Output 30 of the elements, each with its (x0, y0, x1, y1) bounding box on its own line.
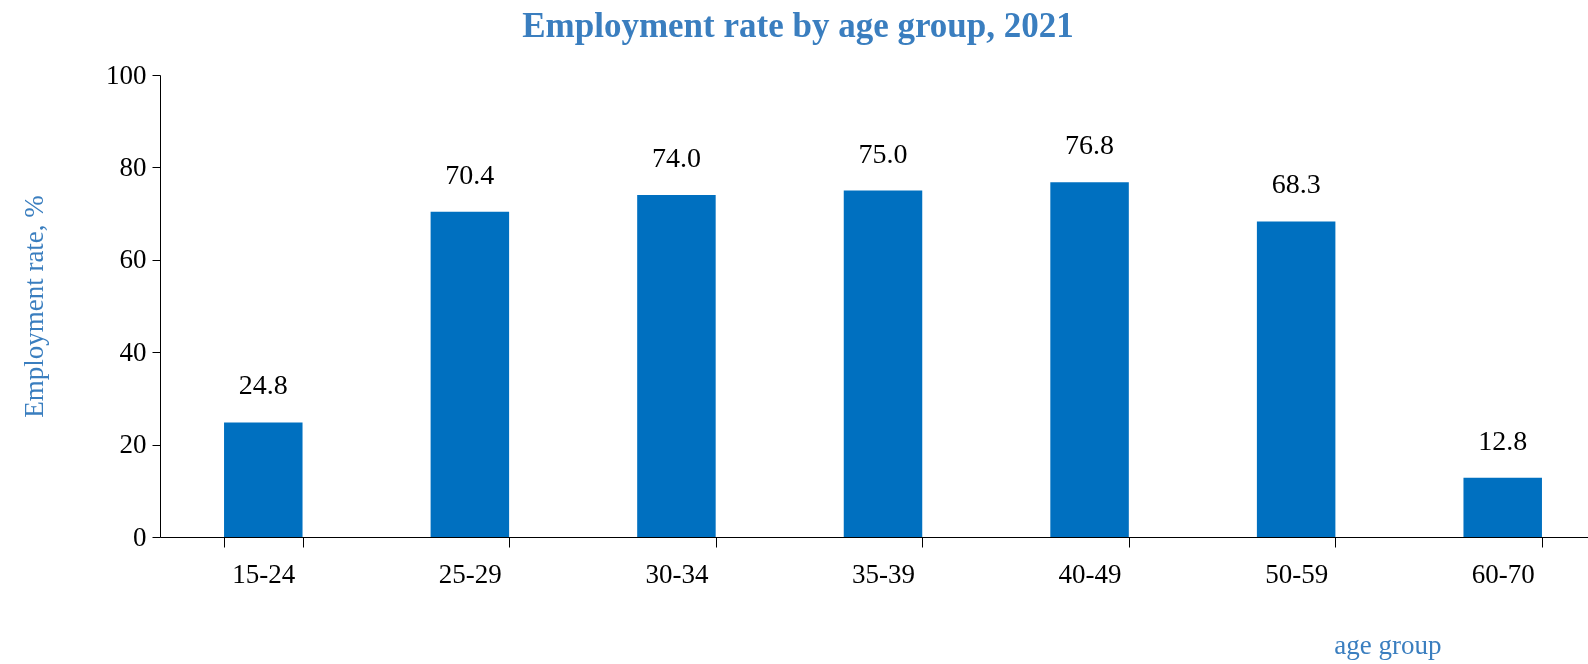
bar (1463, 477, 1542, 537)
data-label: 75.0 (858, 137, 908, 169)
x-tick-label: 30-34 (645, 558, 709, 589)
bar (637, 195, 716, 537)
bar (1050, 182, 1129, 537)
x-axis-title: age group (1334, 629, 1442, 660)
data-label: 12.8 (1478, 424, 1528, 456)
y-tick-label: 0 (133, 521, 147, 552)
y-axis-title: Employment rate, % (19, 195, 49, 418)
bar (1256, 221, 1336, 537)
y-tick-label: 80 (119, 151, 147, 182)
data-label: 76.8 (1065, 129, 1115, 161)
y-tick-label: 20 (119, 429, 147, 460)
x-tick-label: 50-59 (1265, 558, 1329, 589)
data-label: 68.3 (1271, 168, 1321, 200)
bar (843, 190, 923, 537)
x-tick-label: 25-29 (438, 558, 502, 589)
x-tick-label: 40-49 (1058, 558, 1122, 589)
bar (224, 422, 303, 537)
bar (430, 211, 510, 537)
data-label: 70.4 (445, 158, 495, 190)
chart-title: Employment rate by age group, 2021 (522, 6, 1074, 45)
x-tick-label: 35-39 (852, 558, 915, 589)
y-tick-label: 100 (106, 59, 147, 90)
y-tick-label: 40 (119, 336, 147, 367)
x-tick-label: 15-24 (232, 558, 296, 589)
x-tick-label: 60-70 (1471, 558, 1535, 589)
data-label: 74.0 (651, 142, 701, 174)
y-tick-label: 60 (119, 244, 147, 275)
data-label: 24.8 (238, 369, 288, 401)
